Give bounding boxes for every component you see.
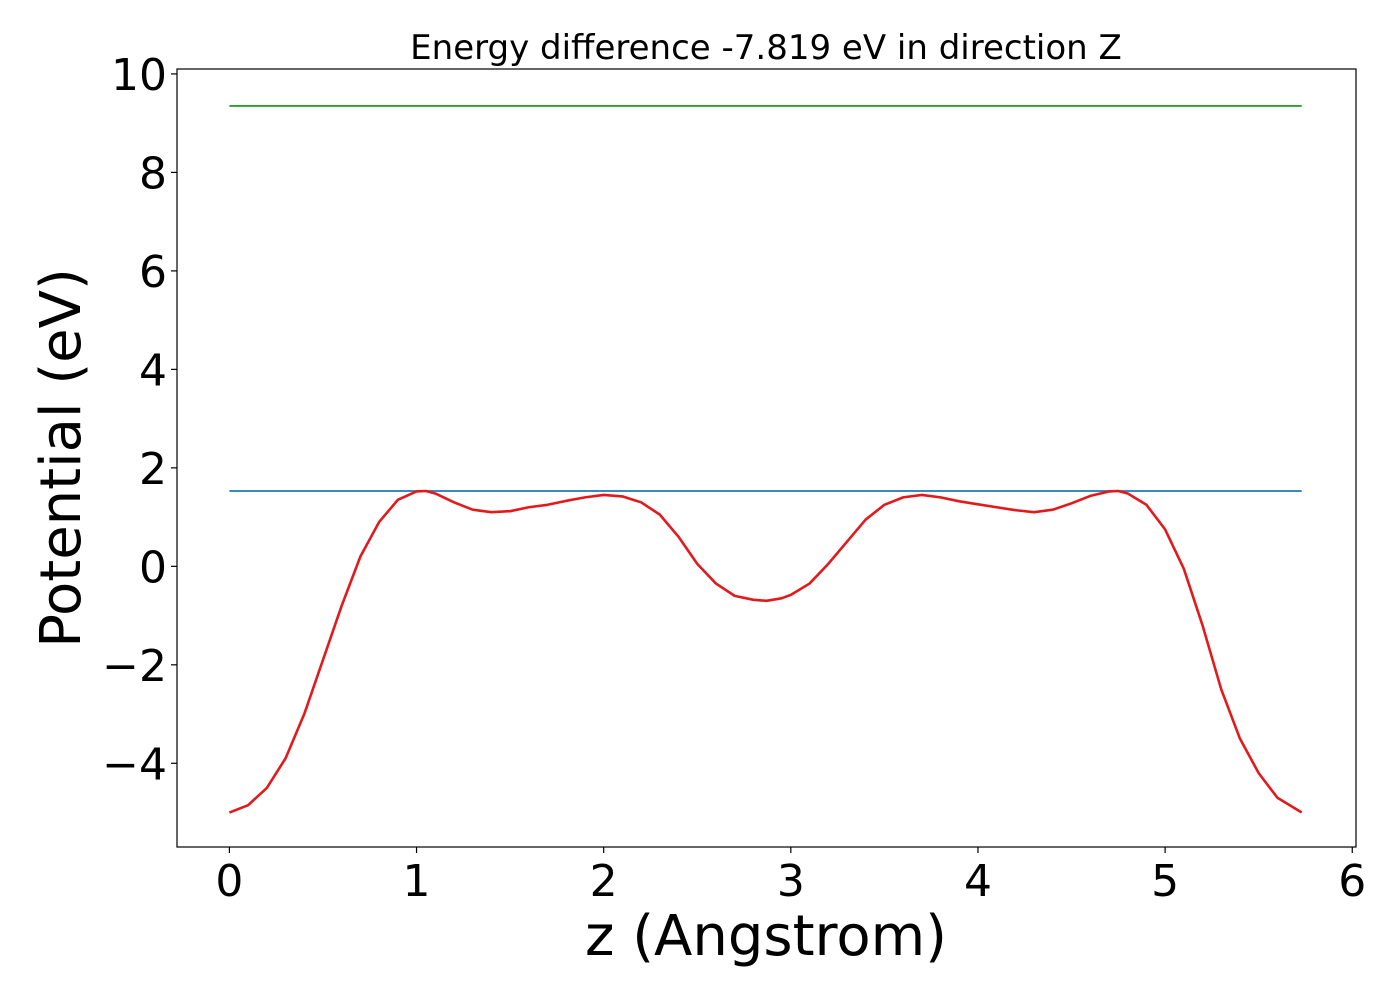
plot-series (228, 105, 1303, 814)
x-tick-label: 2 (590, 856, 618, 907)
x-axis-ticks: 0 1 2 3 4 5 6 (215, 847, 1366, 907)
y-tick-label: 2 (139, 444, 167, 495)
x-tick-label: 1 (403, 856, 431, 907)
x-tick-label: 4 (964, 856, 992, 907)
y-tick-label: 4 (139, 345, 167, 396)
x-axis-title: z (Angstrom) (585, 904, 947, 969)
x-tick-label: 6 (1338, 856, 1366, 907)
red-potential-curve (228, 489, 1303, 814)
y-tick-label: 10 (111, 50, 167, 101)
y-axis-title: Potential (eV) (29, 268, 94, 648)
x-tick-label: 3 (777, 856, 805, 907)
y-tick-label: −4 (102, 739, 167, 790)
chart-title: Energy difference -7.819 eV in direction… (410, 28, 1122, 68)
y-tick-label: −2 (102, 641, 167, 692)
y-tick-label: 0 (139, 542, 167, 593)
y-axis-ticks: −4 −2 0 2 4 6 8 10 (102, 50, 177, 790)
x-tick-label: 0 (215, 856, 243, 907)
y-tick-label: 8 (139, 148, 167, 199)
plot-area-frame (176, 68, 1357, 848)
y-tick-label: 6 (139, 247, 167, 298)
x-tick-label: 5 (1151, 856, 1179, 907)
